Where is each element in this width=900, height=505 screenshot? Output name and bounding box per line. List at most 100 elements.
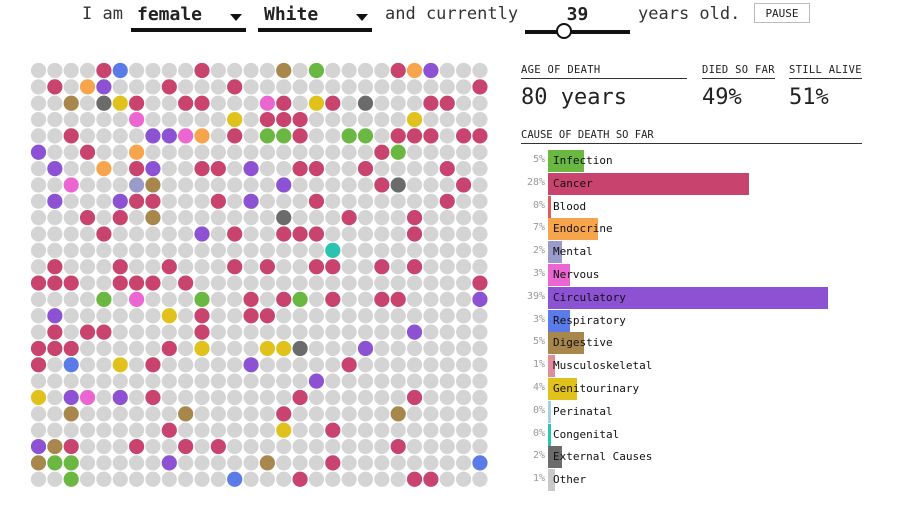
person-dot: [456, 161, 472, 177]
slider-track[interactable]: [525, 30, 630, 34]
person-dot: [357, 275, 374, 291]
person-dot: [145, 128, 161, 144]
person-dot: [406, 177, 423, 193]
race-select[interactable]: White: [258, 2, 372, 32]
person-dot: [276, 275, 292, 291]
person-dot: [357, 111, 374, 128]
person-dot: [210, 210, 226, 226]
person-dot: [259, 406, 275, 422]
person-dot: [357, 79, 374, 95]
person-dot: [161, 422, 177, 438]
person-dot: [374, 226, 390, 242]
person-dot: [63, 210, 79, 226]
person-dot: [243, 259, 259, 275]
slider-handle[interactable]: [555, 23, 572, 39]
person-dot: [145, 193, 161, 209]
person-dot: [472, 242, 488, 258]
person-dot: [96, 357, 112, 373]
person-dot: [210, 111, 226, 128]
person-dot: [161, 340, 177, 357]
person-dot: [472, 308, 488, 324]
person-dot: [439, 357, 455, 373]
person-dot: [259, 291, 275, 307]
person-dot: [292, 291, 308, 307]
person-dot: [210, 389, 226, 406]
intro-text: I am: [82, 4, 123, 24]
bar-row: 2% Mental: [517, 241, 877, 264]
person-dot: [423, 373, 439, 389]
bar-row: 0% Perinatal: [517, 400, 877, 423]
person-dot: [276, 308, 292, 324]
person-dot: [63, 291, 79, 307]
person-dot: [325, 62, 341, 79]
person-dot: [276, 324, 292, 340]
person-dot: [210, 79, 226, 95]
person-dot: [292, 144, 308, 160]
person-dot: [341, 455, 357, 471]
person-dot: [308, 128, 325, 144]
person-dot: [161, 62, 177, 79]
person-dot: [47, 438, 63, 455]
person-dot: [112, 471, 128, 487]
person-dot: [243, 406, 259, 422]
person-dot: [47, 79, 63, 95]
person-dot: [292, 193, 308, 209]
person-dot: [439, 95, 455, 111]
person-dot: [276, 340, 292, 357]
person-dot: [227, 128, 243, 144]
person-dot: [439, 422, 455, 438]
person-dot: [227, 177, 243, 193]
person-dot: [472, 226, 488, 242]
person-dot: [406, 95, 423, 111]
person-dot: [259, 161, 275, 177]
person-dot: [406, 62, 423, 79]
person-dot: [79, 275, 96, 291]
person-dot: [96, 111, 112, 128]
person-dot: [178, 389, 194, 406]
person-dot: [292, 455, 308, 471]
person-dot: [439, 79, 455, 95]
person-dot: [390, 242, 406, 258]
person-dot: [178, 111, 194, 128]
person-dot: [325, 226, 341, 242]
person-dot: [145, 111, 161, 128]
person-dot: [47, 193, 63, 209]
person-dot: [227, 324, 243, 340]
person-dot: [96, 193, 112, 209]
person-dot: [161, 357, 177, 373]
person-dot: [325, 455, 341, 471]
person-dot: [439, 242, 455, 258]
person-dot: [79, 373, 96, 389]
person-dot: [47, 128, 63, 144]
person-dot: [30, 357, 47, 373]
person-dot: [243, 455, 259, 471]
person-dot: [390, 357, 406, 373]
person-dot: [63, 193, 79, 209]
person-dot: [276, 259, 292, 275]
person-dot: [292, 275, 308, 291]
pause-button[interactable]: PAUSE: [754, 3, 810, 23]
person-dot: [341, 324, 357, 340]
person-dot: [63, 455, 79, 471]
person-dot: [406, 193, 423, 209]
person-dot: [112, 373, 128, 389]
person-dot: [129, 455, 145, 471]
person-dot: [96, 340, 112, 357]
person-dot: [406, 324, 423, 340]
population-dot-grid: [30, 62, 488, 487]
sex-select[interactable]: female: [131, 2, 246, 32]
person-dot: [210, 340, 226, 357]
person-dot: [210, 455, 226, 471]
person-dot: [456, 357, 472, 373]
person-dot: [227, 111, 243, 128]
bar-row: 1% Musculoskeletal: [517, 355, 877, 378]
person-dot: [357, 259, 374, 275]
person-dot: [194, 95, 210, 111]
person-dot: [112, 177, 128, 193]
died-label: DIED SO FAR: [702, 64, 775, 79]
age-slider[interactable]: 39: [525, 2, 630, 39]
person-dot: [96, 79, 112, 95]
person-dot: [341, 275, 357, 291]
person-dot: [63, 128, 79, 144]
person-dot: [308, 111, 325, 128]
